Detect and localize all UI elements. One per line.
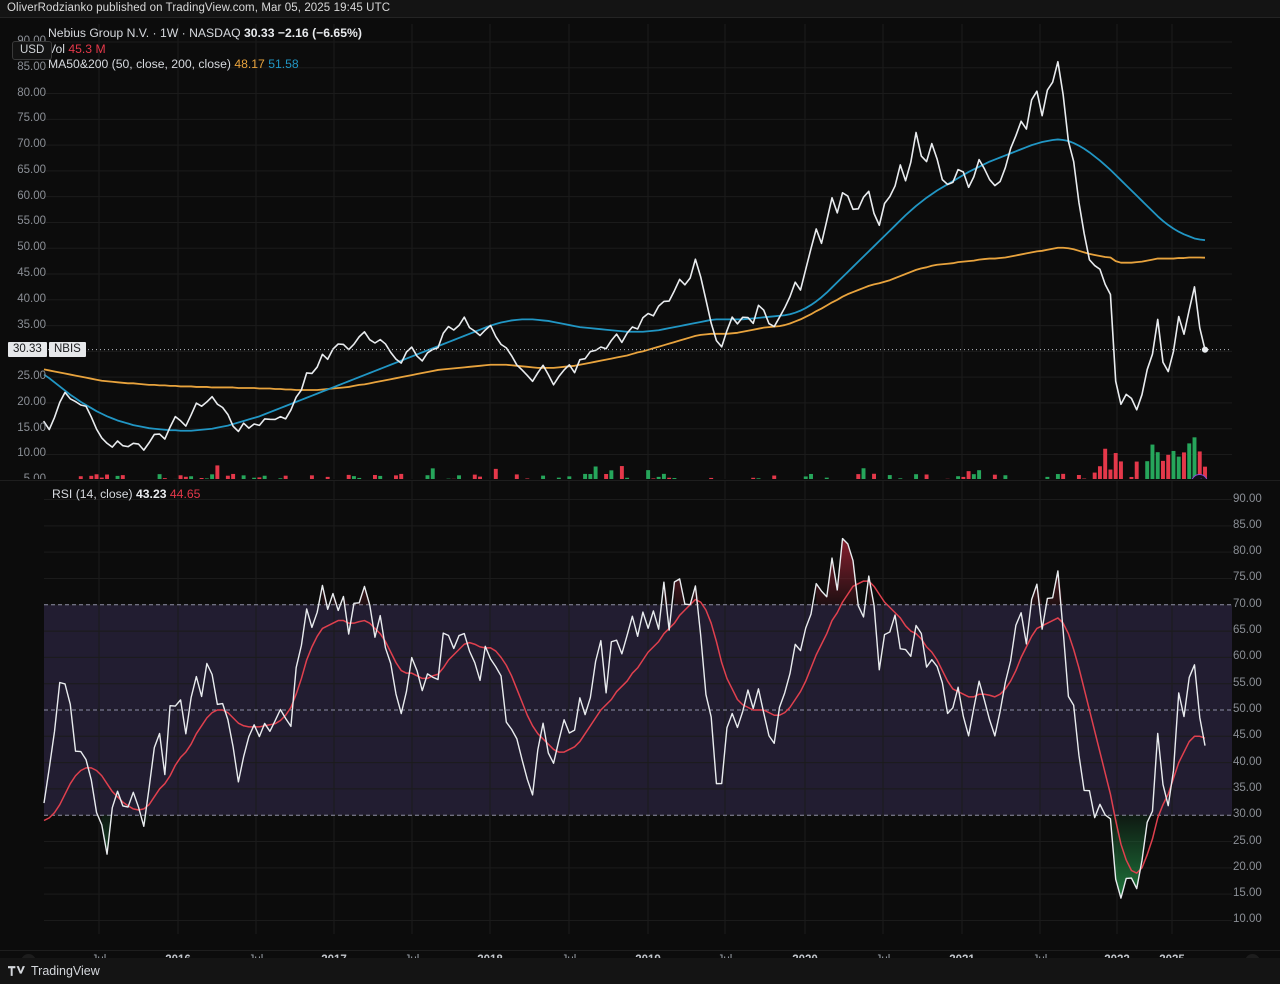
rsi-value: 43.23 [136, 487, 167, 501]
legend-volume-row: Vol 45.3 M [48, 42, 362, 58]
rsi-axis-tick: 55.00 [1233, 676, 1262, 689]
rsi-axis-tick: 20.00 [1233, 860, 1262, 873]
price-axis-tick: 20.00 [17, 395, 46, 408]
legend-ma-label: MA50&200 (50, close, 200, close) [48, 57, 231, 71]
currency-badge[interactable]: USD [12, 41, 53, 60]
legend-volume-value: 45.3 M [68, 41, 106, 56]
rsi-axis-tick: 25.00 [1233, 834, 1262, 847]
bolt-glyph [1199, 477, 1201, 479]
legend-ma200-value: 51.58 [268, 57, 299, 71]
rsi-axis-tick: 35.00 [1233, 781, 1262, 794]
rsi-axis-tick: 90.00 [1233, 492, 1262, 505]
rsi-axis-tick: 80.00 [1233, 545, 1262, 558]
price-axis-tick: 45.00 [17, 267, 46, 280]
legend-ma50-value: 48.17 [234, 57, 265, 71]
rsi-axis-tick: 75.00 [1233, 571, 1262, 584]
legend-volume-label: Vol [48, 41, 65, 56]
legend-ma-row: MA50&200 (50, close, 200, close) 48.17 5… [48, 57, 362, 73]
price-axis-tick: 25.00 [17, 370, 46, 383]
rsi-pane[interactable]: RSI (14, close) 43.23 44.65 10.00 15.00 20… [0, 480, 1280, 934]
rsi-label: RSI (14, close) [52, 487, 133, 501]
rsi-signal-value: 44.65 [169, 487, 201, 501]
price-axis-tick: 70.00 [17, 138, 46, 151]
last-price-badge: 30.33 [8, 341, 47, 357]
legend-symbol-row: Nebius Group N.V. · 1W · NASDAQ 30.33 −2… [48, 26, 362, 42]
price-plot[interactable] [0, 18, 1280, 479]
rsi-legend: RSI (14, close) 43.23 44.65 [52, 487, 200, 501]
price-axis-tick: 10.00 [17, 447, 46, 460]
footer-brand: TradingView [31, 964, 100, 978]
tradingview-logo-icon [8, 966, 25, 976]
publisher-bar: OliverRodzianko published on TradingView… [0, 0, 1280, 17]
price-axis-tick: 55.00 [17, 215, 46, 228]
price-axis-tick: 60.00 [17, 189, 46, 202]
price-axis-tick: 35.00 [17, 318, 46, 331]
rsi-axis-tick: 65.00 [1233, 624, 1262, 637]
chart-container[interactable]: USD Nebius Group N.V. · 1W · NASDAQ 30.3… [0, 17, 1280, 950]
price-axis-tick: 80.00 [17, 86, 46, 99]
rsi-axis-tick: 10.00 [1233, 913, 1262, 926]
symbol-badge: NBIS [49, 341, 86, 357]
price-axis-tick: 15.00 [17, 421, 46, 434]
price-axis-tick: 65.00 [17, 163, 46, 176]
legend-last-price: 30.33 [243, 26, 275, 40]
rsi-axis-tick: 15.00 [1233, 887, 1262, 900]
rsi-axis-tick: 85.00 [1233, 518, 1262, 531]
price-axis-tick: 75.00 [17, 112, 46, 125]
rsi-axis-tick: 70.00 [1233, 597, 1262, 610]
price-legend: Nebius Group N.V. · 1W · NASDAQ 30.33 −2… [48, 26, 362, 73]
price-axis-tick: 85.00 [17, 60, 46, 73]
price-axis-tick: 50.00 [17, 241, 46, 254]
price-pane[interactable]: USD Nebius Group N.V. · 1W · NASDAQ 30.3… [0, 18, 1280, 479]
rsi-axis-tick: 60.00 [1233, 650, 1262, 663]
footer-bar: TradingView [0, 958, 1280, 984]
rsi-axis-tick: 40.00 [1233, 755, 1262, 768]
legend-change: −2.16 (−6.65%) [277, 26, 362, 40]
rsi-axis-tick: 50.00 [1233, 703, 1262, 715]
rsi-plot[interactable] [0, 481, 1280, 934]
rsi-axis-tick: 30.00 [1233, 808, 1262, 821]
price-axis-tick: 40.00 [17, 292, 46, 305]
rsi-axis-tick: 45.00 [1233, 729, 1262, 742]
price-axis-tick: 5.00 [0, 473, 46, 479]
legend-symbol: Nebius Group N.V. · 1W · NASDAQ [48, 26, 241, 40]
